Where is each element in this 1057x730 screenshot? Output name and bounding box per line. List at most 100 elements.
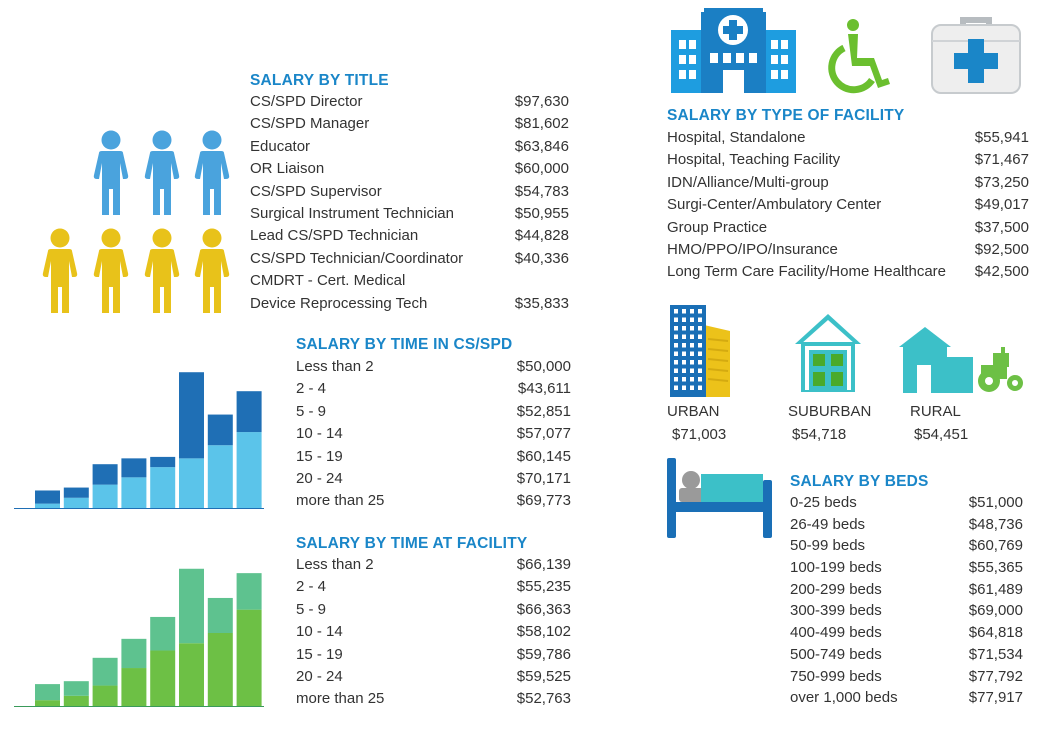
table-row: 750-999 beds $77,792 [790,666,1023,688]
row-label: 15 - 19 [296,447,343,465]
row-value: $66,363 [516,600,571,618]
table-row: 500-749 beds $71,534 [790,644,1023,666]
bar-segment [63,497,89,508]
urban-label: URBAN [667,403,720,420]
table-row: more than 25 $52,763 [296,688,571,710]
row-label: 500-749 beds [790,645,882,663]
row-value: $55,365 [968,559,1023,577]
row-label: 5 - 9 [296,600,327,618]
salary-by-facility-type-table: Hospital, Standalone $55,941 Hospital, Tea… [667,127,1029,284]
row-value: $37,500 [974,218,1029,236]
person-icon-yellow-3 [144,228,180,313]
person-icon-yellow-4 [194,228,230,313]
row-label: 300-399 beds [790,602,882,620]
table-row: Long Term Care Facility/Home Healthcare $… [667,261,1029,283]
row-label: 2 - 4 [296,380,327,398]
row-value: $57,077 [516,425,571,443]
row-label: Lead CS/SPD Technician [250,227,419,245]
table-row: IDN/Alliance/Multi-group $73,250 [667,172,1029,194]
row-label: Group Practice [667,218,768,236]
row-value: $70,171 [516,469,571,487]
row-label: 20 - 24 [296,667,343,685]
row-label: 750-999 beds [790,667,882,685]
row-value: $61,489 [968,580,1023,598]
person-icon-blue-2 [144,130,180,215]
table-row: 0-25 beds $51,000 [790,492,1023,514]
table-row: 400-499 beds $64,818 [790,622,1023,644]
wheelchair-icon [828,19,890,94]
row-value: $50,000 [516,358,571,375]
row-label: Hospital, Standalone [667,129,806,146]
bar-segment [236,573,262,610]
salary-by-time-in-cspd-heading: SALARY BY TIME IN CS/SPD [296,336,513,353]
suburban-label: SUBURBAN [788,403,872,420]
row-label: HMO/PPO/IPO/Insurance [667,240,838,258]
table-row: 20 - 24 $70,171 [296,468,571,490]
row-label: 10 - 14 [296,623,343,641]
row-label: more than 25 [296,492,385,510]
salary-by-time-at-facility-table: Less than 2 $66,139 2 - 4 $55,235 5 - 9 $66,3… [296,554,571,711]
row-label: Surgical Instrument Technician [250,204,454,222]
bar-segment [179,643,204,706]
bar-segment [150,456,176,468]
table-row: CS/SPD Manager $81,602 [250,113,569,135]
person-icon-blue-3 [194,130,230,215]
row-value: $54,783 [514,182,569,200]
bar-segment [35,684,60,701]
row-label: Device Reprocessing Tech [250,294,428,312]
table-row: Lead CS/SPD Technician $44,828 [250,225,569,247]
bar-segment [179,568,204,644]
table-row: Device Reprocessing Tech $35,833 [250,293,569,315]
row-value: $40,336 [514,249,569,267]
table-row: OR Liaison $60,000 [250,158,569,180]
row-label: IDN/Alliance/Multi-group [667,173,829,191]
person-icon-yellow-2 [93,228,129,313]
row-label: Less than 2 [296,556,374,573]
row-value: $81,602 [514,115,569,133]
salary-by-time-in-cspd-table: Less than 2 $50,000 2 - 4 $43,611 5 - 9 $52,8… [296,356,571,513]
rural-salary: $54,451 [914,426,969,443]
table-row: 50-99 beds $60,769 [790,535,1023,557]
row-label: 15 - 19 [296,645,343,663]
salary-by-title-table: CS/SPD Director $97,630 CS/SPD Manager $81,… [250,91,569,315]
row-label: more than 25 [296,690,385,708]
row-value: $69,773 [516,492,571,510]
table-row: 15 - 19 $60,145 [296,446,571,468]
row-label: 20 - 24 [296,469,343,487]
bar-segment [35,490,60,504]
row-label: 5 - 9 [296,402,327,420]
bar-segment [92,685,118,706]
salary-by-beds-heading: SALARY BY BEDS [790,473,929,490]
table-row: 26-49 beds $48,736 [790,514,1023,536]
table-row: 15 - 19 $59,786 [296,644,571,666]
row-label: over 1,000 beds [790,689,898,707]
table-row: HMO/PPO/IPO/Insurance $92,500 [667,239,1029,261]
row-value: $60,145 [516,447,571,465]
bar-segment [236,609,262,706]
urban-salary: $71,003 [672,426,727,443]
people-illustration [42,130,230,313]
row-value: $49,017 [974,196,1029,214]
bar-segment [63,487,89,498]
rural-label: RURAL [910,403,961,420]
row-value: $51,000 [968,494,1023,511]
hospital-bed-icon [667,458,772,538]
row-value: $58,102 [516,623,571,641]
row-label: 2 - 4 [296,578,327,596]
table-row: 10 - 14 $57,077 [296,423,571,445]
row-value: $43,611 [517,380,571,398]
city-building-icon [670,305,730,397]
bar-segment [121,668,147,706]
bar-segment [92,484,118,508]
row-value: $59,786 [516,645,571,663]
table-row: Group Practice $37,500 [667,217,1029,239]
row-label: 0-25 beds [790,494,857,511]
bar-segment [179,372,204,459]
row-label: Less than 2 [296,358,374,375]
table-row: 5 - 9 $66,363 [296,599,571,621]
table-row: 10 - 14 $58,102 [296,621,571,643]
time-in-cspd-chart [14,372,264,509]
row-value: $55,235 [516,578,571,596]
row-label: OR Liaison [250,160,325,178]
salary-by-beds-table: 0-25 beds $51,000 26-49 beds $48,736 50-99 b… [790,492,1023,712]
